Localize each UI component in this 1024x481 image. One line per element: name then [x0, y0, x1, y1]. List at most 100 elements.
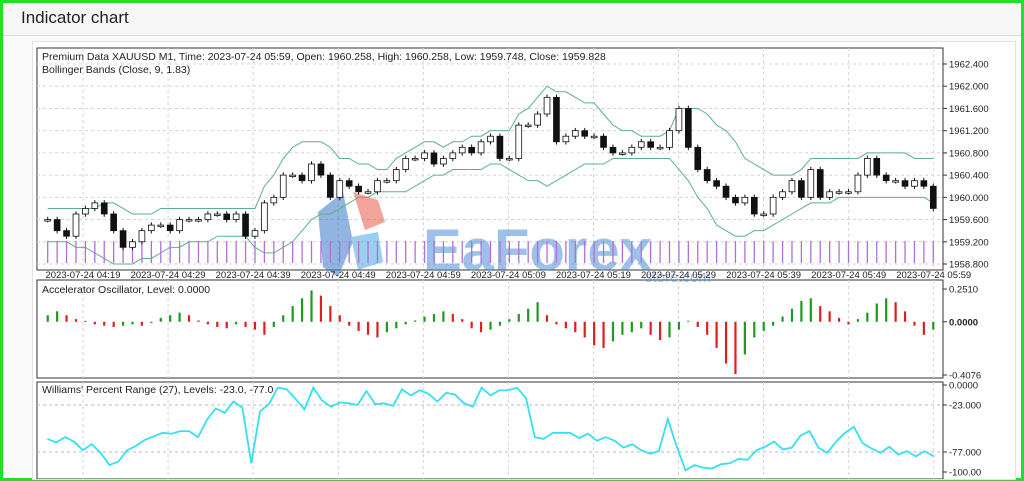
candle-bull [336, 180, 344, 198]
candle-bull [788, 180, 796, 193]
candle-bull [364, 191, 372, 194]
candle-bear [166, 224, 174, 232]
wpr-panel-frame [36, 381, 944, 479]
price-y-tick-label: 1961.200 [949, 126, 989, 137]
price-y-tick-label: 1962.400 [949, 60, 989, 71]
candle-bull [524, 124, 532, 128]
candle-bull [543, 96, 551, 115]
indicator-chart-svg[interactable]: EaForex store.com Premium Data XAUUSD M1… [33, 42, 1015, 479]
candle-bear [223, 213, 231, 220]
ac-y-tick-label: -0.4076 [949, 371, 981, 382]
time-x-tick-label: 2023-07-24 04:19 [45, 270, 120, 281]
candle-bull [477, 141, 485, 154]
candle-bear [430, 152, 438, 165]
candle-bear [609, 146, 617, 154]
candle-bull [138, 230, 146, 243]
candle-bear [816, 169, 824, 198]
axis-labels: 1962.400 1962.000 1961.600 1961.200 1960.800… [45, 60, 988, 479]
time-x-tick-label: 2023-07-24 05:39 [726, 270, 801, 281]
candle-bear [750, 196, 758, 215]
candle-bull [148, 224, 155, 232]
candle-bull [656, 146, 664, 150]
candle-bull [421, 152, 428, 159]
watermark-sub: store.com [645, 269, 711, 286]
candle-bull [864, 158, 871, 176]
candle-bear [53, 219, 61, 232]
candle-bull [892, 180, 899, 183]
candle-bear [647, 141, 654, 148]
time-x-tick-label: 2023-07-24 04:39 [216, 270, 291, 281]
candle-bull [251, 230, 259, 237]
time-x-tick-label: 2023-07-24 05:29 [641, 270, 716, 281]
time-x-tick-label: 2023-07-24 04:49 [301, 270, 376, 281]
candle-bear [685, 108, 692, 148]
candle-bear [920, 180, 928, 187]
candle-bull [402, 158, 410, 170]
candle-bull [506, 158, 513, 161]
time-x-tick-label: 2023-07-24 05:49 [811, 270, 886, 281]
wpr-y-tick-label: 0.0000 [949, 381, 978, 392]
candle-bear [119, 230, 127, 248]
wpr-y-tick-label: -23.000 [949, 401, 981, 412]
candle-bear [703, 169, 711, 182]
candle-bull [82, 208, 89, 215]
time-x-tick-label: 2023-07-24 05:19 [556, 270, 631, 281]
ac-panel-frame [36, 279, 944, 379]
candle-bull [515, 124, 523, 159]
candle-bear [600, 135, 607, 148]
bollinger-lower [47, 157, 934, 265]
chart-card: EaForex store.com Premium Data XAUUSD M1… [32, 41, 1016, 480]
candle-bull [741, 196, 749, 204]
candle-bull [44, 219, 52, 222]
candle-bull [571, 130, 579, 137]
ac-y-tick-label: 0.0000 [949, 317, 978, 328]
candle-bull [374, 180, 381, 193]
candle-bear [873, 158, 881, 176]
candle-bear [929, 185, 937, 209]
candle-bull [666, 130, 673, 148]
candle-bull [449, 152, 457, 159]
candle-bull [157, 224, 165, 228]
candle-bull [270, 196, 278, 204]
candle-bull [392, 169, 400, 182]
candle-bear [327, 174, 334, 198]
candle-bull [590, 135, 598, 139]
candle-bear [901, 180, 909, 187]
candle-bull [534, 113, 541, 126]
candle-bull [675, 108, 683, 132]
wpr-line [47, 385, 935, 472]
candle-bull [779, 191, 786, 198]
candle-bear [722, 185, 730, 198]
candle-bull [769, 196, 777, 215]
time-x-tick-label: 2023-07-24 05:09 [471, 270, 546, 281]
watermark-logo-red [353, 192, 385, 230]
price-chart-title: Premium Data XAUUSD M1, Time: 2023-07-24… [42, 51, 606, 63]
candle-bull [91, 202, 99, 209]
candle-bull [279, 174, 287, 198]
candle-bull [619, 152, 626, 155]
candle-bear [298, 174, 306, 182]
candle-bear [100, 202, 108, 215]
time-x-tick-label: 2023-07-24 04:29 [131, 270, 206, 281]
price-y-tick-label: 1962.000 [949, 82, 989, 93]
time-x-tick-label: 2023-07-24 05:59 [896, 270, 971, 281]
candle-bear [63, 230, 70, 237]
bollinger-upper [47, 85, 934, 215]
candle-bull [487, 135, 494, 143]
candle-bull [854, 174, 862, 193]
candle-bull [129, 241, 136, 248]
watermark-logo-blue [318, 192, 353, 277]
wpr-title: Williams' Percent Range (27), Levels: -2… [42, 384, 274, 396]
candle-bull [289, 174, 296, 178]
candle-bull [760, 213, 768, 216]
candle-bull [204, 213, 212, 220]
candle-bull [383, 180, 391, 183]
page-title: Indicator chart [21, 8, 129, 27]
candle-bear [553, 96, 560, 143]
price-y-tick-label: 1960.400 [949, 171, 989, 182]
candle-bull [232, 213, 240, 220]
candle-bear [110, 213, 117, 232]
candle-bear [242, 213, 249, 237]
candle-bull [911, 180, 918, 187]
ac-series [46, 290, 935, 375]
